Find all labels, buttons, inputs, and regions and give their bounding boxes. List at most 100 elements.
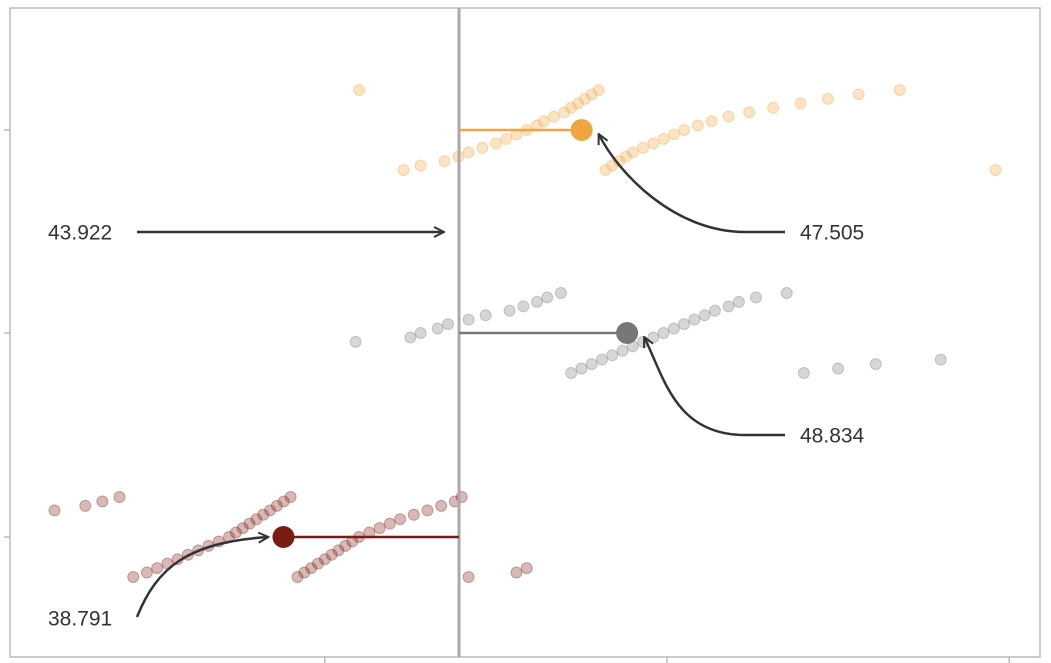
point [404,331,417,344]
point [353,84,366,96]
point [250,513,263,526]
annotations: 43.922 47.505 48.834 38.791 [48,134,865,631]
point [48,504,61,517]
point [667,128,680,141]
point [236,522,249,535]
reference-label: 43.922 [48,222,112,245]
point [349,335,362,348]
point [397,164,410,176]
point [989,164,1002,176]
point [325,548,338,561]
point [708,304,721,317]
point [489,137,502,150]
point [678,318,691,331]
point [383,517,396,530]
point [503,304,516,317]
mean-point [570,119,593,141]
point [616,344,629,357]
arrow [597,134,785,234]
point [554,287,567,299]
point [431,322,444,335]
point [657,132,670,145]
point [421,504,434,517]
point [606,159,619,172]
point [476,141,489,154]
arrow [642,337,785,437]
point [722,300,735,313]
point [520,562,533,575]
point [585,88,598,101]
point [691,119,704,132]
point [541,291,554,304]
point [462,571,475,583]
point [442,318,455,331]
point [517,300,530,313]
point [284,491,297,503]
point [438,155,451,168]
point [462,146,475,159]
point [893,84,906,96]
point [592,84,605,96]
point [298,566,311,579]
point [558,106,571,119]
point [743,106,756,119]
point [565,101,578,114]
point [318,553,331,566]
mean-label: 38.791 [48,608,112,631]
point [626,146,639,159]
point [270,499,283,512]
point [619,150,632,163]
point [667,322,680,335]
mean-label: 48.834 [800,425,865,448]
mean-point [616,322,639,344]
point [572,97,585,110]
point [869,358,882,371]
point [852,88,865,101]
point [264,504,277,517]
point [606,349,619,362]
point [373,522,386,535]
point [794,97,807,110]
point [585,358,598,371]
point [407,508,420,521]
point [575,362,588,375]
point [767,101,780,114]
point [637,141,650,154]
point [565,367,578,379]
point [96,495,109,508]
point [151,562,164,575]
point [530,295,543,308]
marks [4,8,1010,663]
point [678,124,691,136]
point [722,110,735,123]
point [647,331,660,344]
point [832,362,845,375]
point [821,92,834,105]
point [934,353,947,366]
point [305,562,318,575]
arrow [135,537,268,618]
point [414,327,427,339]
point [479,309,492,322]
point [113,491,126,503]
point [435,499,448,512]
point [127,571,140,583]
point [462,313,475,326]
point [140,566,153,579]
point [291,571,304,583]
point [548,110,561,123]
point [537,115,550,128]
point [243,517,256,530]
point [797,367,810,379]
point [510,566,523,579]
point [647,137,660,150]
point [595,353,608,366]
point [500,132,513,145]
point [698,309,711,322]
point [79,499,92,512]
point [732,295,745,308]
point [705,115,718,128]
point [257,508,270,521]
point [688,313,701,326]
